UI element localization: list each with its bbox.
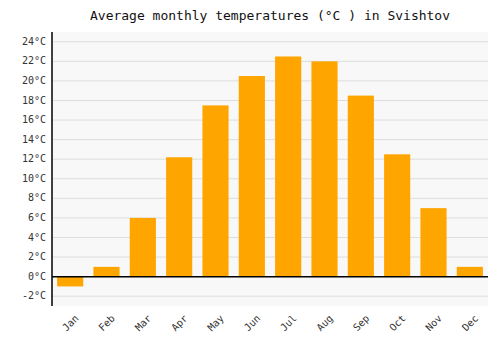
plot-background — [52, 32, 488, 306]
bar — [239, 76, 265, 277]
x-tick-label: Apr — [169, 313, 190, 334]
grid-line — [52, 100, 488, 101]
x-tick-label: Dec — [460, 313, 481, 334]
y-tick-label: 2°C — [28, 251, 46, 262]
chart: -2°C 0°C 2°C 4°C 6°C 8°C 10°C 12°C 14°C 16°C 18°C 2… — [0, 0, 500, 350]
x-tick-label: May — [205, 313, 226, 334]
y-axis-line — [51, 32, 53, 306]
bar — [57, 277, 83, 287]
x-axis: Jan Feb Mar Apr May Jun Jul Aug Sep Oct Nov Dec — [60, 313, 480, 334]
bar — [93, 267, 119, 277]
bar — [130, 218, 156, 277]
grid-line — [52, 276, 488, 277]
grid-line — [52, 120, 488, 121]
grid-line — [52, 198, 488, 199]
y-tick-label: 18°C — [22, 95, 46, 106]
grid-line — [52, 296, 488, 297]
grid-line — [52, 41, 488, 42]
bar — [275, 56, 301, 276]
zero-line — [52, 276, 488, 278]
bar — [166, 157, 192, 276]
bar — [420, 208, 446, 277]
grid-line — [52, 159, 488, 160]
x-tick-label: Feb — [96, 313, 117, 334]
x-tick-label: Aug — [314, 313, 335, 334]
x-tick-label: Jan — [60, 313, 81, 334]
grid — [52, 42, 488, 296]
y-tick-label: 0°C — [28, 271, 46, 282]
y-tick-label: 6°C — [28, 212, 46, 223]
x-tick-label: Mar — [133, 313, 154, 334]
x-tick-label: Nov — [423, 313, 444, 334]
bar — [457, 267, 483, 277]
x-tick-label: Jun — [242, 313, 263, 334]
y-axis: -2°C 0°C 2°C 4°C 6°C 8°C 10°C 12°C 14°C 16°C 18°C 2… — [22, 36, 46, 301]
y-tick-label: 20°C — [22, 75, 46, 86]
y-tick-label: 16°C — [22, 114, 46, 125]
x-tick-label: Sep — [351, 313, 372, 334]
y-tick-label: 8°C — [28, 192, 46, 203]
y-tick-label: 12°C — [22, 153, 46, 164]
y-tick-label: 14°C — [22, 134, 46, 145]
bars — [57, 56, 483, 286]
x-tick-label: Jul — [278, 313, 299, 334]
grid-line — [52, 139, 488, 140]
y-tick-label: 22°C — [22, 55, 46, 66]
bar — [348, 96, 374, 277]
grid-line — [52, 178, 488, 179]
grid-line — [52, 61, 488, 62]
bar — [384, 154, 410, 276]
grid-line — [52, 80, 488, 81]
y-tick-label: 4°C — [28, 232, 46, 243]
y-tick-label: 10°C — [22, 173, 46, 184]
bar — [202, 105, 228, 276]
y-tick-label: -2°C — [22, 290, 46, 301]
y-tick-label: 24°C — [22, 36, 46, 47]
title: Average monthly temperatures (°C ) in Sv… — [90, 8, 450, 23]
bar — [311, 61, 337, 276]
x-tick-label: Oct — [387, 313, 408, 334]
